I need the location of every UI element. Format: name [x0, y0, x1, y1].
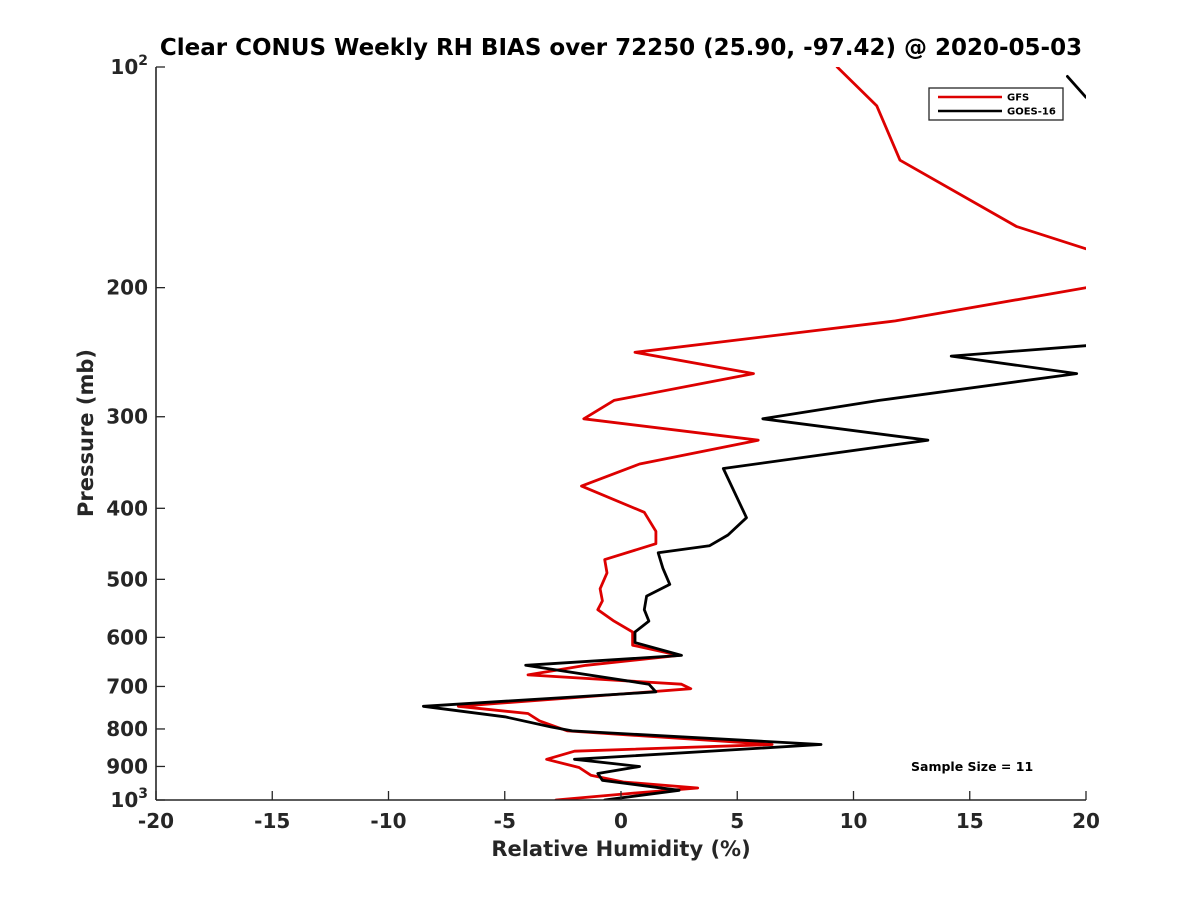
y-tick-label: 800	[106, 717, 148, 741]
x-tick-label: -15	[254, 809, 290, 833]
y-tick-label: 900	[106, 754, 148, 778]
y-tick-label: 102	[110, 53, 148, 79]
x-tick-label: 15	[956, 809, 984, 833]
y-tick-label: 200	[106, 276, 148, 300]
x-tick-label: -5	[494, 809, 516, 833]
y-tick-label: 400	[106, 496, 148, 520]
chart-title: Clear CONUS Weekly RH BIAS over 72250 (2…	[160, 35, 1082, 61]
series-line-goes-16	[422, 75, 1086, 800]
legend-label-gfs: GFS	[1007, 93, 1029, 104]
legend-label-goes16: GOES-16	[1007, 107, 1056, 118]
y-tick-label: 300	[106, 405, 148, 429]
series-group	[422, 67, 1086, 800]
legend-box	[928, 87, 1064, 121]
y-tick-label: 700	[106, 674, 148, 698]
legend: GFS GOES-16	[928, 87, 1064, 121]
x-tick-label: -20	[138, 809, 174, 833]
y-tick-label: 103	[110, 786, 148, 812]
x-tick-label: -10	[370, 809, 406, 833]
x-tick-label: 20	[1072, 809, 1100, 833]
sample-size-annotation: Sample Size = 11	[911, 759, 1033, 774]
x-tick-label: 5	[730, 809, 744, 833]
x-tick-label: 10	[840, 809, 868, 833]
y-axis-title: Pressure (mb)	[74, 349, 98, 517]
x-tick-label: 0	[614, 809, 628, 833]
y-tick-label: 500	[106, 567, 148, 591]
axes-group: -20 -15 -10 -5 0 5 10 15 20 102 200 300 400 500 600 700…	[106, 53, 1100, 833]
x-axis-title: Relative Humidity (%)	[491, 837, 750, 861]
series-line-gfs	[456, 67, 1086, 800]
y-tick-label: 600	[106, 625, 148, 649]
